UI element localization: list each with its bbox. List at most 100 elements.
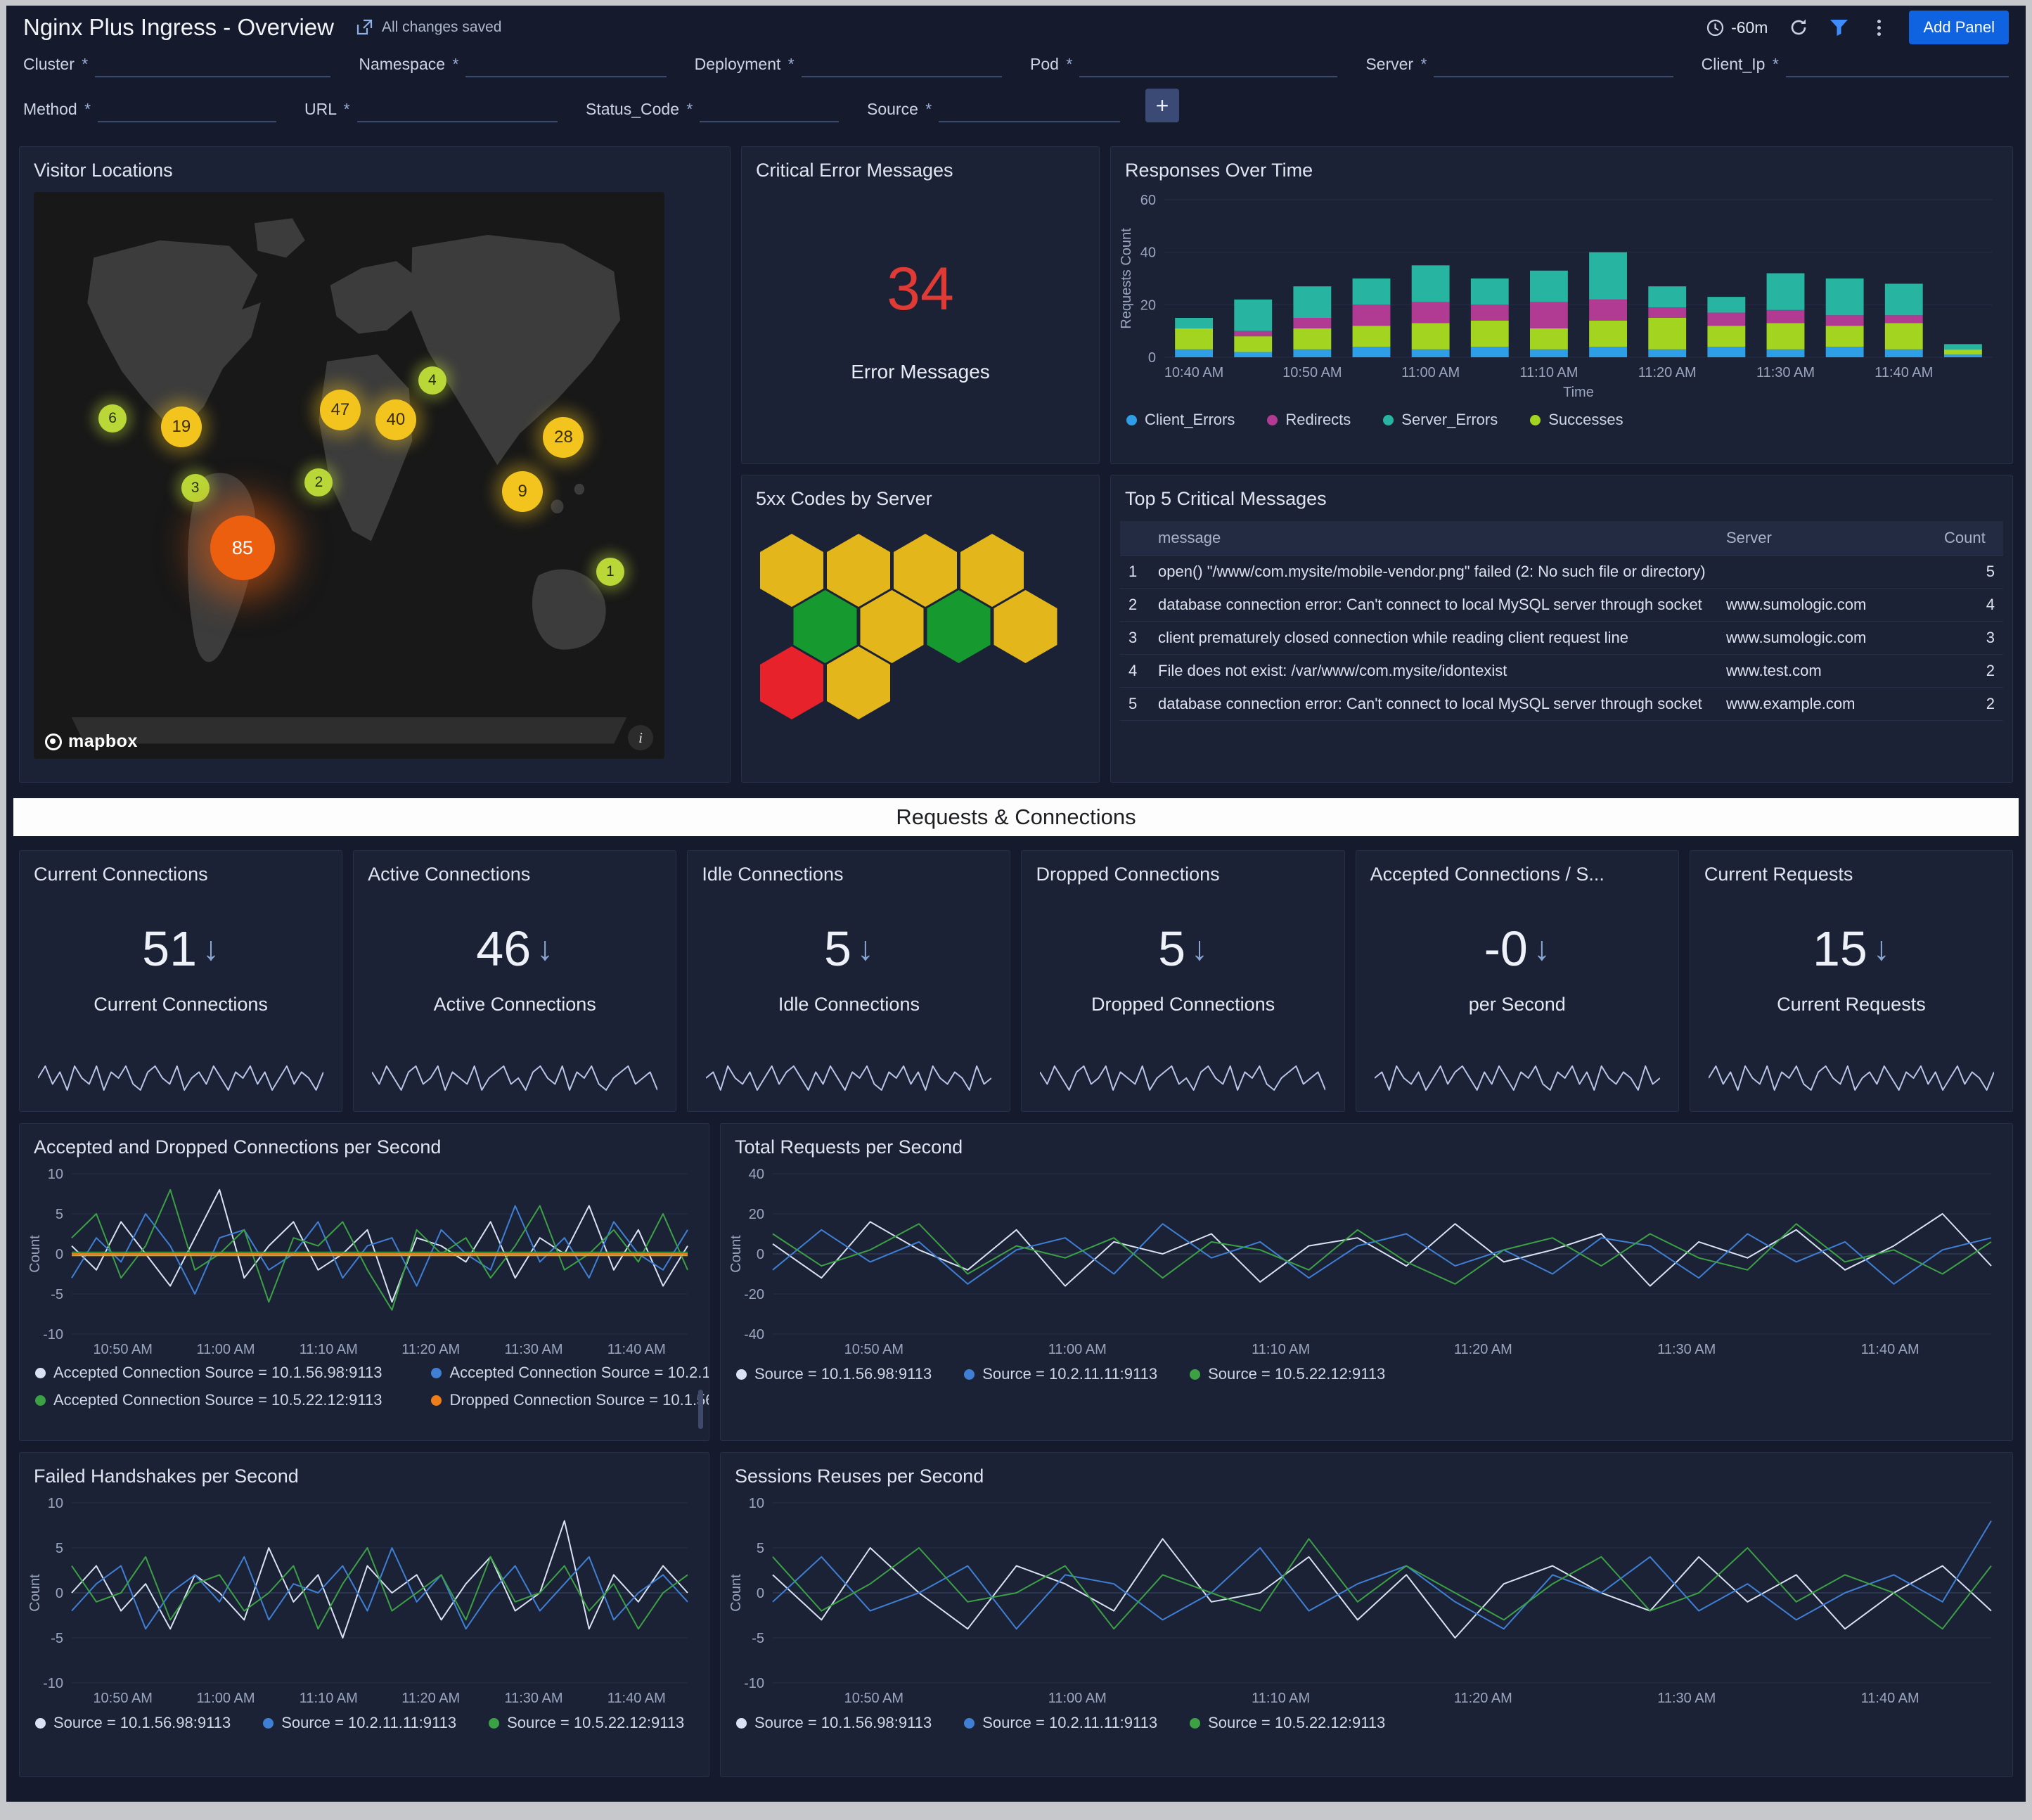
legend-item[interactable]: Server_Errors [1383, 411, 1498, 429]
server-hex-yellow[interactable] [827, 534, 890, 607]
filter-icon[interactable] [1830, 19, 1848, 37]
legend-item[interactable]: Source = 10.1.56.98:9113 [736, 1365, 932, 1383]
filter-url: URL * [304, 100, 558, 122]
saved-status-text: All changes saved [381, 19, 502, 35]
accepted-dropped-connections-panel: Accepted and Dropped Connections per Sec… [19, 1123, 709, 1441]
map-cluster-bubble[interactable]: 47 [319, 389, 361, 430]
svg-text:40: 40 [749, 1167, 764, 1182]
filter-input-pod[interactable] [1079, 55, 1338, 77]
svg-text:60: 60 [1140, 193, 1156, 208]
legend-item[interactable]: Source = 10.1.56.98:9113 [736, 1714, 932, 1732]
filter-input-deployment[interactable] [801, 55, 1002, 77]
map-cluster-bubble[interactable]: 40 [375, 399, 416, 440]
legend-item[interactable]: Source = 10.2.11.11:9113 [964, 1714, 1157, 1732]
filter-source: Source * [867, 100, 1120, 122]
row-server: www.sumologic.com [1718, 621, 1936, 655]
table-row[interactable]: 2 database connection error: Can't conne… [1120, 588, 2003, 622]
world-map[interactable]: 6 19 3 47 40 2 4 28 9 85 1 mapbox i [34, 192, 664, 759]
server-hex-green[interactable] [793, 590, 857, 663]
table-row[interactable]: 1 open() "/www/com.mysite/mobile-vendor.… [1120, 555, 2003, 589]
legend-item[interactable]: Dropped Connection Source = 10.1.56.98:9… [431, 1391, 709, 1409]
filter-input-method[interactable] [98, 100, 276, 122]
stat-label: Dropped Connections [1091, 994, 1275, 1015]
server-hex-yellow[interactable] [894, 534, 957, 607]
legend-label: Source = 10.5.22.12:9113 [507, 1714, 685, 1731]
legend-label: Accepted Connection Source = 10.1.56.98:… [53, 1364, 382, 1381]
legend-dot [1530, 414, 1541, 425]
server-hex-yellow[interactable] [827, 646, 890, 719]
chart-row-2: Failed Handshakes per Second -10 -5 0 5 10 10… [19, 1452, 2013, 1777]
row-count: 4 [1936, 588, 2003, 622]
legend-item[interactable]: Accepted Connection Source = 10.1.56.98:… [35, 1364, 382, 1382]
map-cluster-bubble[interactable]: 19 [160, 406, 202, 448]
legend-item[interactable]: Redirects [1267, 411, 1351, 429]
filter-input-url[interactable] [356, 100, 558, 122]
filter-input-client_ip[interactable] [1785, 55, 2009, 77]
refresh-icon[interactable] [1789, 18, 1808, 37]
col-message[interactable]: message [1150, 521, 1718, 556]
map-cluster-bubble[interactable]: 6 [98, 404, 127, 433]
panel-title: Critical Error Messages [756, 160, 953, 181]
stat-label: Current Connections [94, 994, 268, 1015]
svg-text:0: 0 [56, 1247, 63, 1262]
map-info-icon[interactable]: i [628, 725, 653, 750]
mapbox-logo[interactable]: mapbox [45, 731, 138, 752]
map-cluster-bubble[interactable]: 2 [304, 468, 333, 497]
row-index: 3 [1120, 621, 1150, 655]
filter-input-source[interactable] [939, 100, 1120, 122]
col-count[interactable]: Count [1936, 521, 2003, 556]
stat-label: per Second [1468, 994, 1566, 1015]
map-cluster-bubble[interactable]: 28 [543, 416, 584, 458]
server-hex-yellow[interactable] [860, 590, 924, 663]
svg-text:11:20 AM: 11:20 AM [401, 1691, 460, 1706]
legend-item[interactable]: Source = 10.2.11.11:9113 [964, 1365, 1157, 1383]
stat-dropped-connections: Dropped Connections 5 ↓ Dropped Connectio… [1021, 850, 1345, 1112]
export-icon[interactable] [355, 18, 373, 37]
legend-item[interactable]: Client_Errors [1126, 411, 1235, 429]
legend-item[interactable]: Accepted Connection Source = 10.2.11.11:… [431, 1364, 709, 1382]
table-row[interactable]: 3 client prematurely closed connection w… [1120, 621, 2003, 655]
legend-item[interactable]: Dropped Connection Source = 10.5.22.12:9… [431, 1418, 709, 1420]
filter-input-server[interactable] [1434, 55, 1673, 77]
map-cluster-bubble[interactable]: 4 [418, 366, 446, 395]
legend-item[interactable]: Source = 10.2.11.11:9113 [263, 1714, 456, 1732]
server-hex-green[interactable] [927, 590, 991, 663]
server-hex-yellow[interactable] [760, 534, 823, 607]
stat-title: Dropped Connections [1036, 864, 1220, 885]
server-hex-yellow[interactable] [960, 534, 1024, 607]
legend-item[interactable]: Accepted Connection Source = 10.5.22.12:… [35, 1391, 382, 1409]
trend-down-icon: ↓ [536, 930, 554, 968]
map-cluster-bubble[interactable]: 1 [596, 558, 624, 587]
add-filter-button[interactable]: + [1145, 89, 1179, 122]
row-index: 4 [1120, 654, 1150, 688]
legend-item[interactable]: Dropped Connection Source = 10.2.11.11:9… [35, 1418, 382, 1420]
server-hex-yellow[interactable] [994, 590, 1057, 663]
legend-scrollbar[interactable] [698, 1390, 703, 1429]
legend-item[interactable]: Source = 10.1.56.98:9113 [35, 1714, 231, 1732]
legend-item[interactable]: Source = 10.5.22.12:9113 [1190, 1714, 1385, 1732]
legend-item[interactable]: Successes [1530, 411, 1623, 429]
table-row[interactable]: 4 File does not exist: /var/www/com.mysi… [1120, 654, 2003, 688]
server-hex-red[interactable] [760, 646, 823, 719]
stat-accepted-connections-per-second: Accepted Connections / S... -0 ↓ per Seco… [1355, 850, 1679, 1112]
map-cluster-bubble[interactable]: 9 [502, 470, 544, 512]
map-cluster-bubble[interactable]: 85 [210, 515, 275, 581]
kebab-menu-icon[interactable] [1870, 15, 1888, 39]
add-panel-button[interactable]: Add Panel [1909, 11, 2009, 44]
row-message: open() "/www/com.mysite/mobile-vendor.pn… [1150, 555, 1718, 589]
filter-input-cluster[interactable] [95, 55, 331, 77]
stat-current-connections: Current Connections 51 ↓ Current Connecti… [19, 850, 343, 1112]
legend-item[interactable]: Source = 10.5.22.12:9113 [489, 1714, 684, 1732]
row-server: www.test.com [1718, 654, 1936, 688]
time-range-control[interactable]: -60m [1706, 18, 1768, 37]
filter-input-namespace[interactable] [465, 55, 667, 77]
col-server[interactable]: Server [1718, 521, 1936, 556]
svg-text:11:30 AM: 11:30 AM [1657, 1691, 1716, 1706]
row-index: 2 [1120, 588, 1150, 622]
failed-handshakes-panel: Failed Handshakes per Second -10 -5 0 5 10 10… [19, 1452, 709, 1777]
table-row[interactable]: 5 database connection error: Can't conne… [1120, 687, 2003, 721]
legend-item[interactable]: Source = 10.5.22.12:9113 [1190, 1365, 1385, 1383]
filter-input-status_code[interactable] [700, 100, 839, 122]
row-server: www.example.com [1718, 687, 1936, 721]
map-cluster-bubble[interactable]: 3 [181, 473, 210, 502]
